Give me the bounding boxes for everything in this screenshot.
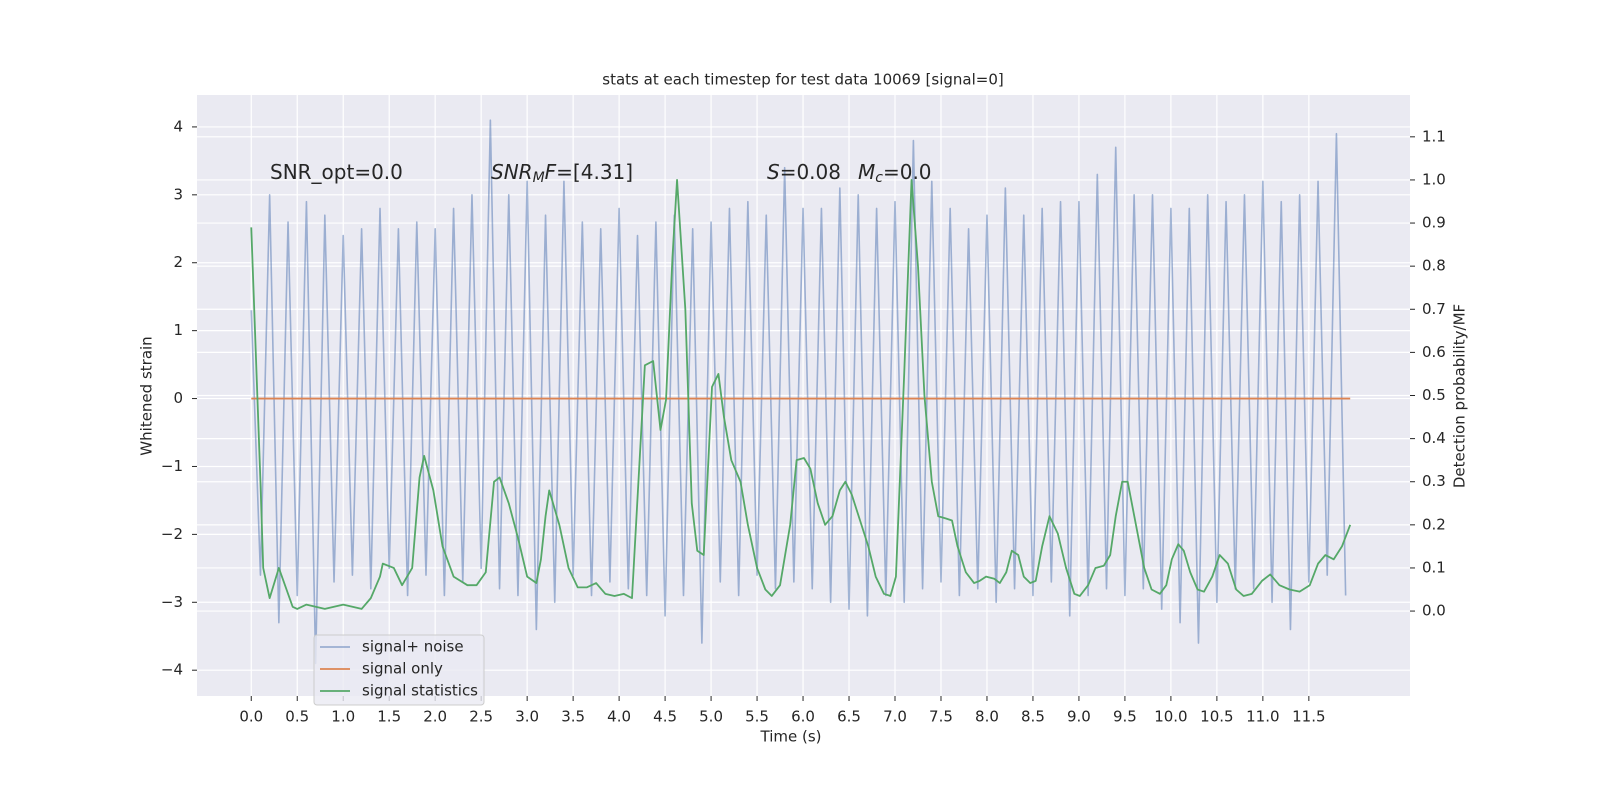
annotation-part: =0.0 [883,160,932,184]
chart-title: stats at each timestep for test data 100… [602,71,1003,89]
x-tick-label: 4.0 [607,708,631,726]
y-tick-label: −1 [161,457,183,475]
y2-tick-label: 0.8 [1422,257,1446,275]
x-tick-label: 0.0 [239,708,263,726]
legend-label: signal statistics [362,682,478,700]
annotation: S=0.08 [767,160,841,184]
annotation-part: M [533,170,545,186]
y-tick-label: 4 [173,117,183,135]
annotation: Mc=0.0 [858,160,932,187]
x-tick-label: 3.5 [561,708,585,726]
annotation-part: =0.08 [780,160,841,184]
y-tick-label: 0 [173,389,183,407]
y-tick-label: −4 [161,661,183,679]
x-tick-label: 7.0 [883,708,907,726]
y2-tick-label: 0.2 [1422,515,1446,533]
annotation-part: F [545,160,557,184]
x-tick-label: 11.0 [1246,708,1279,726]
y-tick-label: −2 [161,525,183,543]
x-tick-label: 2.0 [423,708,447,726]
y2-axis-label: Detection probability/MF [1451,304,1469,488]
annotation: SNRMF=[4.31] [491,160,633,187]
x-tick-label: 8.5 [1021,708,1045,726]
x-tick-label: 10.0 [1154,708,1187,726]
y2-tick-label: 0.0 [1422,602,1446,620]
x-tick-label: 0.5 [285,708,309,726]
x-tick-label: 1.5 [377,708,401,726]
series-line [250,179,1352,610]
y-tick-label: 1 [173,321,183,339]
y2-tick-label: 0.7 [1422,300,1446,318]
annotation: SNR_opt=0.0 [270,160,403,184]
y2-tick-label: 1.0 [1422,170,1446,188]
y2-tick-label: 0.6 [1422,343,1446,361]
x-tick-label: 7.5 [929,708,953,726]
x-tick-label: 9.0 [1067,708,1091,726]
x-tick-label: 3.0 [515,708,539,726]
legend-label: signal+ noise [362,638,464,656]
annotation-part: c [875,170,883,186]
x-tick-label: 8.0 [975,708,999,726]
annotation-part: SNR_opt=0.0 [270,160,403,184]
annotation-part: =[4.31] [556,160,633,184]
x-tick-label: 11.5 [1292,708,1325,726]
x-tick-label: 5.0 [699,708,723,726]
x-tick-label: 4.5 [653,708,677,726]
y-tick-label: 3 [173,185,183,203]
legend-box [313,634,485,706]
x-tick-label: 10.5 [1200,708,1233,726]
series-line [250,119,1347,665]
y2-tick-label: 0.1 [1422,558,1446,576]
y-axis-label: Whitened strain [138,336,156,455]
y2-tick-label: 0.9 [1422,214,1446,232]
annotation-part: SNR [491,160,533,184]
x-tick-label: 5.5 [745,708,769,726]
x-tick-label: 6.0 [791,708,815,726]
y2-tick-label: 0.3 [1422,472,1446,490]
annotation-part: S [767,160,780,184]
x-axis-label: Time (s) [760,728,822,746]
y-tick-label: −3 [161,593,183,611]
y2-tick-label: 1.1 [1422,127,1446,145]
y-tick-label: 2 [173,253,183,271]
annotation-part: M [858,160,875,184]
x-tick-label: 2.5 [469,708,493,726]
y2-tick-label: 0.5 [1422,386,1446,404]
legend-label: signal only [362,660,443,678]
y2-tick-label: 0.4 [1422,429,1446,447]
x-tick-label: 9.5 [1113,708,1137,726]
x-tick-label: 6.5 [837,708,861,726]
x-tick-label: 1.0 [331,708,355,726]
